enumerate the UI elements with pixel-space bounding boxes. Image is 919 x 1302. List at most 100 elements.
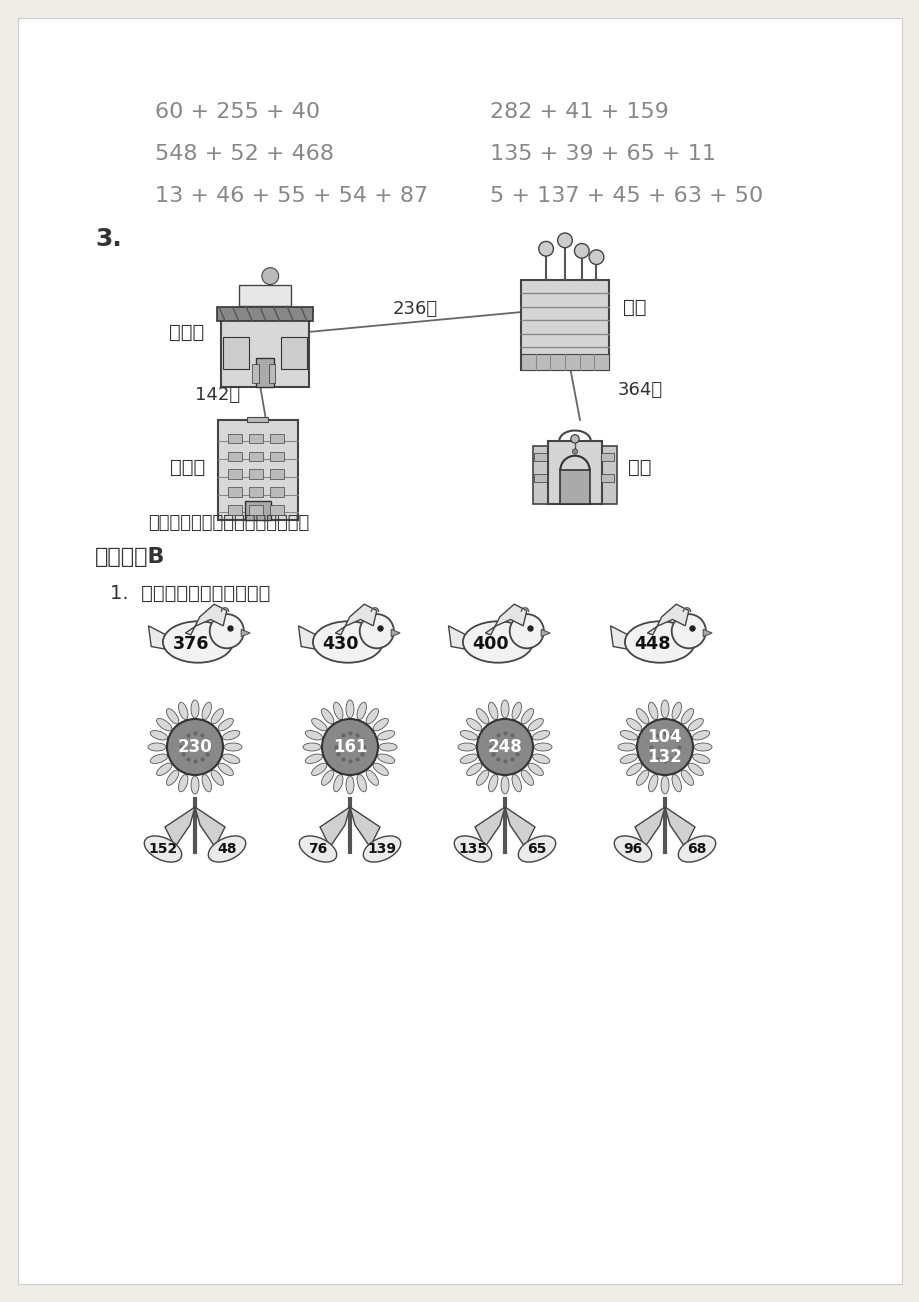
Ellipse shape [334, 775, 343, 792]
Ellipse shape [222, 730, 240, 740]
Polygon shape [335, 604, 377, 635]
Ellipse shape [476, 769, 488, 785]
Ellipse shape [488, 775, 497, 792]
Ellipse shape [299, 836, 336, 862]
FancyBboxPatch shape [245, 501, 270, 519]
Ellipse shape [618, 743, 635, 751]
FancyBboxPatch shape [248, 487, 263, 496]
Ellipse shape [210, 769, 223, 785]
Text: 课堂检测B: 课堂检测B [95, 547, 165, 566]
Polygon shape [349, 807, 380, 848]
Ellipse shape [312, 621, 382, 663]
Ellipse shape [501, 700, 508, 717]
Ellipse shape [660, 700, 668, 717]
FancyBboxPatch shape [533, 474, 546, 482]
Text: 142米: 142米 [195, 385, 240, 404]
Text: 161: 161 [333, 738, 367, 756]
FancyBboxPatch shape [547, 441, 602, 504]
Ellipse shape [377, 730, 394, 740]
Text: 蛋糕房: 蛋糕房 [169, 323, 204, 341]
FancyBboxPatch shape [252, 365, 258, 383]
Ellipse shape [334, 702, 343, 720]
Ellipse shape [648, 775, 657, 792]
FancyBboxPatch shape [601, 474, 613, 482]
Ellipse shape [512, 702, 521, 720]
Circle shape [476, 719, 532, 775]
Ellipse shape [166, 769, 178, 785]
FancyBboxPatch shape [18, 18, 901, 1284]
Text: 152: 152 [148, 842, 177, 855]
FancyBboxPatch shape [227, 505, 242, 514]
Ellipse shape [346, 776, 354, 794]
Circle shape [636, 719, 692, 775]
Ellipse shape [614, 836, 651, 862]
Ellipse shape [460, 730, 477, 740]
FancyBboxPatch shape [227, 487, 242, 496]
Ellipse shape [218, 763, 233, 776]
Ellipse shape [458, 743, 475, 751]
Polygon shape [148, 626, 176, 651]
Text: 商场: 商场 [622, 297, 646, 316]
Ellipse shape [687, 719, 703, 730]
Ellipse shape [363, 836, 401, 862]
Text: 学校: 学校 [628, 457, 651, 477]
Ellipse shape [202, 775, 211, 792]
Ellipse shape [346, 700, 354, 717]
Polygon shape [298, 626, 325, 651]
Circle shape [262, 268, 278, 285]
Polygon shape [186, 604, 227, 635]
Circle shape [671, 615, 705, 648]
Text: 430: 430 [323, 635, 358, 652]
Ellipse shape [366, 769, 378, 785]
FancyBboxPatch shape [221, 311, 309, 388]
Polygon shape [647, 604, 688, 635]
Ellipse shape [648, 702, 657, 720]
Ellipse shape [223, 743, 242, 751]
Ellipse shape [379, 743, 397, 751]
Ellipse shape [677, 836, 715, 862]
Ellipse shape [528, 763, 543, 776]
Text: 104
132: 104 132 [647, 728, 682, 767]
FancyBboxPatch shape [269, 452, 284, 461]
Text: 68: 68 [686, 842, 706, 855]
FancyBboxPatch shape [560, 470, 589, 504]
FancyBboxPatch shape [247, 417, 268, 422]
Ellipse shape [636, 769, 648, 785]
Polygon shape [165, 807, 195, 848]
Text: 13 + 46 + 55 + 54 + 87: 13 + 46 + 55 + 54 + 87 [154, 186, 427, 206]
Text: 60 + 255 + 40: 60 + 255 + 40 [154, 102, 320, 122]
Ellipse shape [671, 775, 681, 792]
Ellipse shape [156, 719, 172, 730]
Ellipse shape [692, 730, 709, 740]
FancyBboxPatch shape [248, 452, 263, 461]
FancyBboxPatch shape [239, 285, 291, 306]
Ellipse shape [178, 702, 187, 720]
Ellipse shape [366, 708, 378, 724]
FancyBboxPatch shape [269, 469, 284, 479]
Ellipse shape [373, 763, 388, 776]
Ellipse shape [166, 708, 178, 724]
Text: 376: 376 [173, 635, 209, 652]
Ellipse shape [532, 754, 550, 763]
Text: 76: 76 [308, 842, 327, 855]
Ellipse shape [302, 743, 321, 751]
Ellipse shape [148, 743, 165, 751]
Ellipse shape [150, 730, 167, 740]
Ellipse shape [619, 754, 637, 763]
Ellipse shape [636, 708, 648, 724]
Ellipse shape [619, 730, 637, 740]
Ellipse shape [454, 836, 491, 862]
Polygon shape [610, 626, 637, 651]
FancyBboxPatch shape [255, 358, 274, 388]
Polygon shape [664, 807, 694, 848]
Ellipse shape [680, 769, 693, 785]
Polygon shape [474, 807, 505, 848]
Circle shape [588, 250, 603, 264]
Text: 48: 48 [217, 842, 236, 855]
Ellipse shape [357, 775, 366, 792]
Text: 248: 248 [487, 738, 522, 756]
Polygon shape [391, 629, 400, 637]
Text: 135: 135 [458, 842, 487, 855]
Polygon shape [540, 629, 550, 637]
Ellipse shape [312, 719, 326, 730]
